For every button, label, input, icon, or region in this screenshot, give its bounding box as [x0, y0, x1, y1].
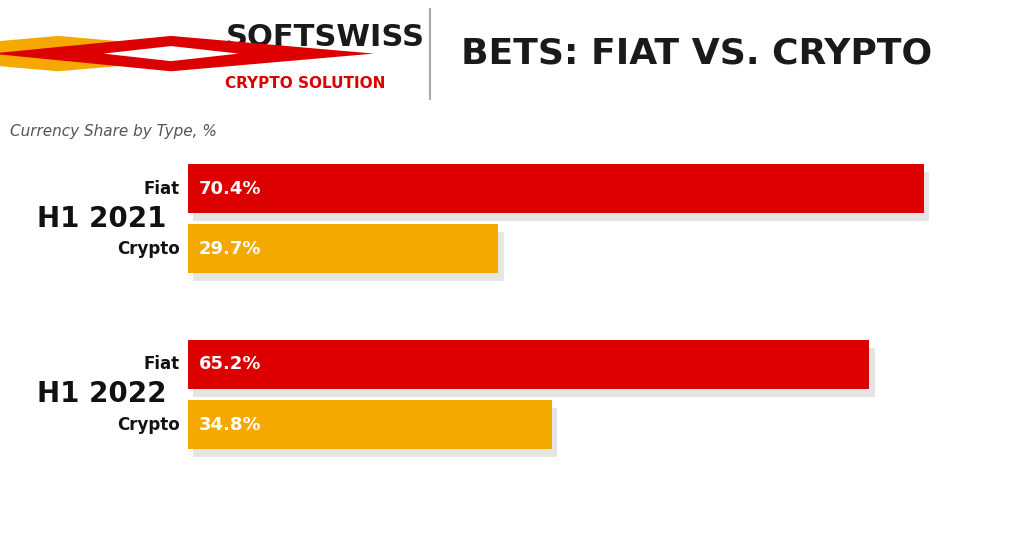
- Text: H1 2021: H1 2021: [37, 205, 166, 233]
- FancyBboxPatch shape: [188, 400, 552, 449]
- Text: Fiat: Fiat: [143, 180, 180, 198]
- Text: 34.8%: 34.8%: [199, 415, 261, 434]
- FancyBboxPatch shape: [194, 347, 874, 397]
- Text: 70.4%: 70.4%: [199, 180, 261, 198]
- Text: Crypto: Crypto: [117, 240, 180, 258]
- FancyBboxPatch shape: [194, 407, 557, 457]
- FancyBboxPatch shape: [194, 232, 504, 281]
- Polygon shape: [0, 36, 261, 71]
- Text: Crypto: Crypto: [117, 415, 180, 434]
- FancyBboxPatch shape: [188, 164, 924, 213]
- Text: Fiat: Fiat: [143, 355, 180, 374]
- Text: 65.2%: 65.2%: [199, 355, 261, 374]
- Text: BETS: FIAT VS. CRYPTO: BETS: FIAT VS. CRYPTO: [461, 36, 932, 71]
- FancyBboxPatch shape: [194, 172, 929, 221]
- Text: CRYPTO SOLUTION: CRYPTO SOLUTION: [225, 76, 386, 91]
- Text: SOFTSWISS: SOFTSWISS: [225, 23, 424, 52]
- Text: Currency Share by Type, %: Currency Share by Type, %: [10, 124, 217, 139]
- Polygon shape: [13, 47, 126, 61]
- Text: 29.7%: 29.7%: [199, 240, 261, 258]
- Text: H1 2022: H1 2022: [37, 381, 166, 408]
- Polygon shape: [103, 46, 239, 61]
- FancyBboxPatch shape: [188, 224, 499, 273]
- FancyBboxPatch shape: [188, 340, 869, 389]
- Polygon shape: [0, 36, 374, 71]
